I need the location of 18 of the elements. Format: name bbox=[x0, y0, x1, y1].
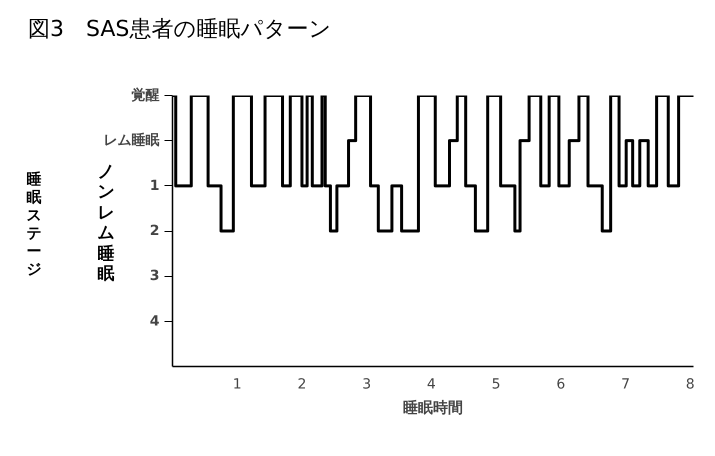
y-tick-label: 1 bbox=[150, 178, 160, 194]
y-tick-label: レム睡眠 bbox=[104, 132, 160, 149]
y-tick-label: 4 bbox=[150, 313, 160, 330]
text: ノンレム睡眠 bbox=[96, 162, 116, 284]
x-tick-label: 3 bbox=[362, 376, 372, 392]
x-tick-label: 2 bbox=[297, 376, 306, 392]
chart-title: 図3 SAS患者の睡眠パターン bbox=[27, 16, 332, 44]
x-tick-label: 5 bbox=[492, 376, 501, 392]
y-tick-label: 2 bbox=[150, 223, 160, 239]
y-axis-title: 睡眠ステージ bbox=[26, 170, 42, 278]
x-tick-label: 6 bbox=[556, 376, 566, 392]
x-tick-label: 7 bbox=[621, 376, 630, 392]
x-tick-label: 1 bbox=[232, 376, 242, 392]
x-axis-title: 睡眠時間 bbox=[403, 398, 463, 416]
y-tick-label: 覚醒 bbox=[132, 86, 160, 104]
x-tick-label: 8 bbox=[686, 376, 695, 392]
y-tick-label: 3 bbox=[150, 268, 160, 284]
x-tick-label: 4 bbox=[426, 376, 436, 392]
